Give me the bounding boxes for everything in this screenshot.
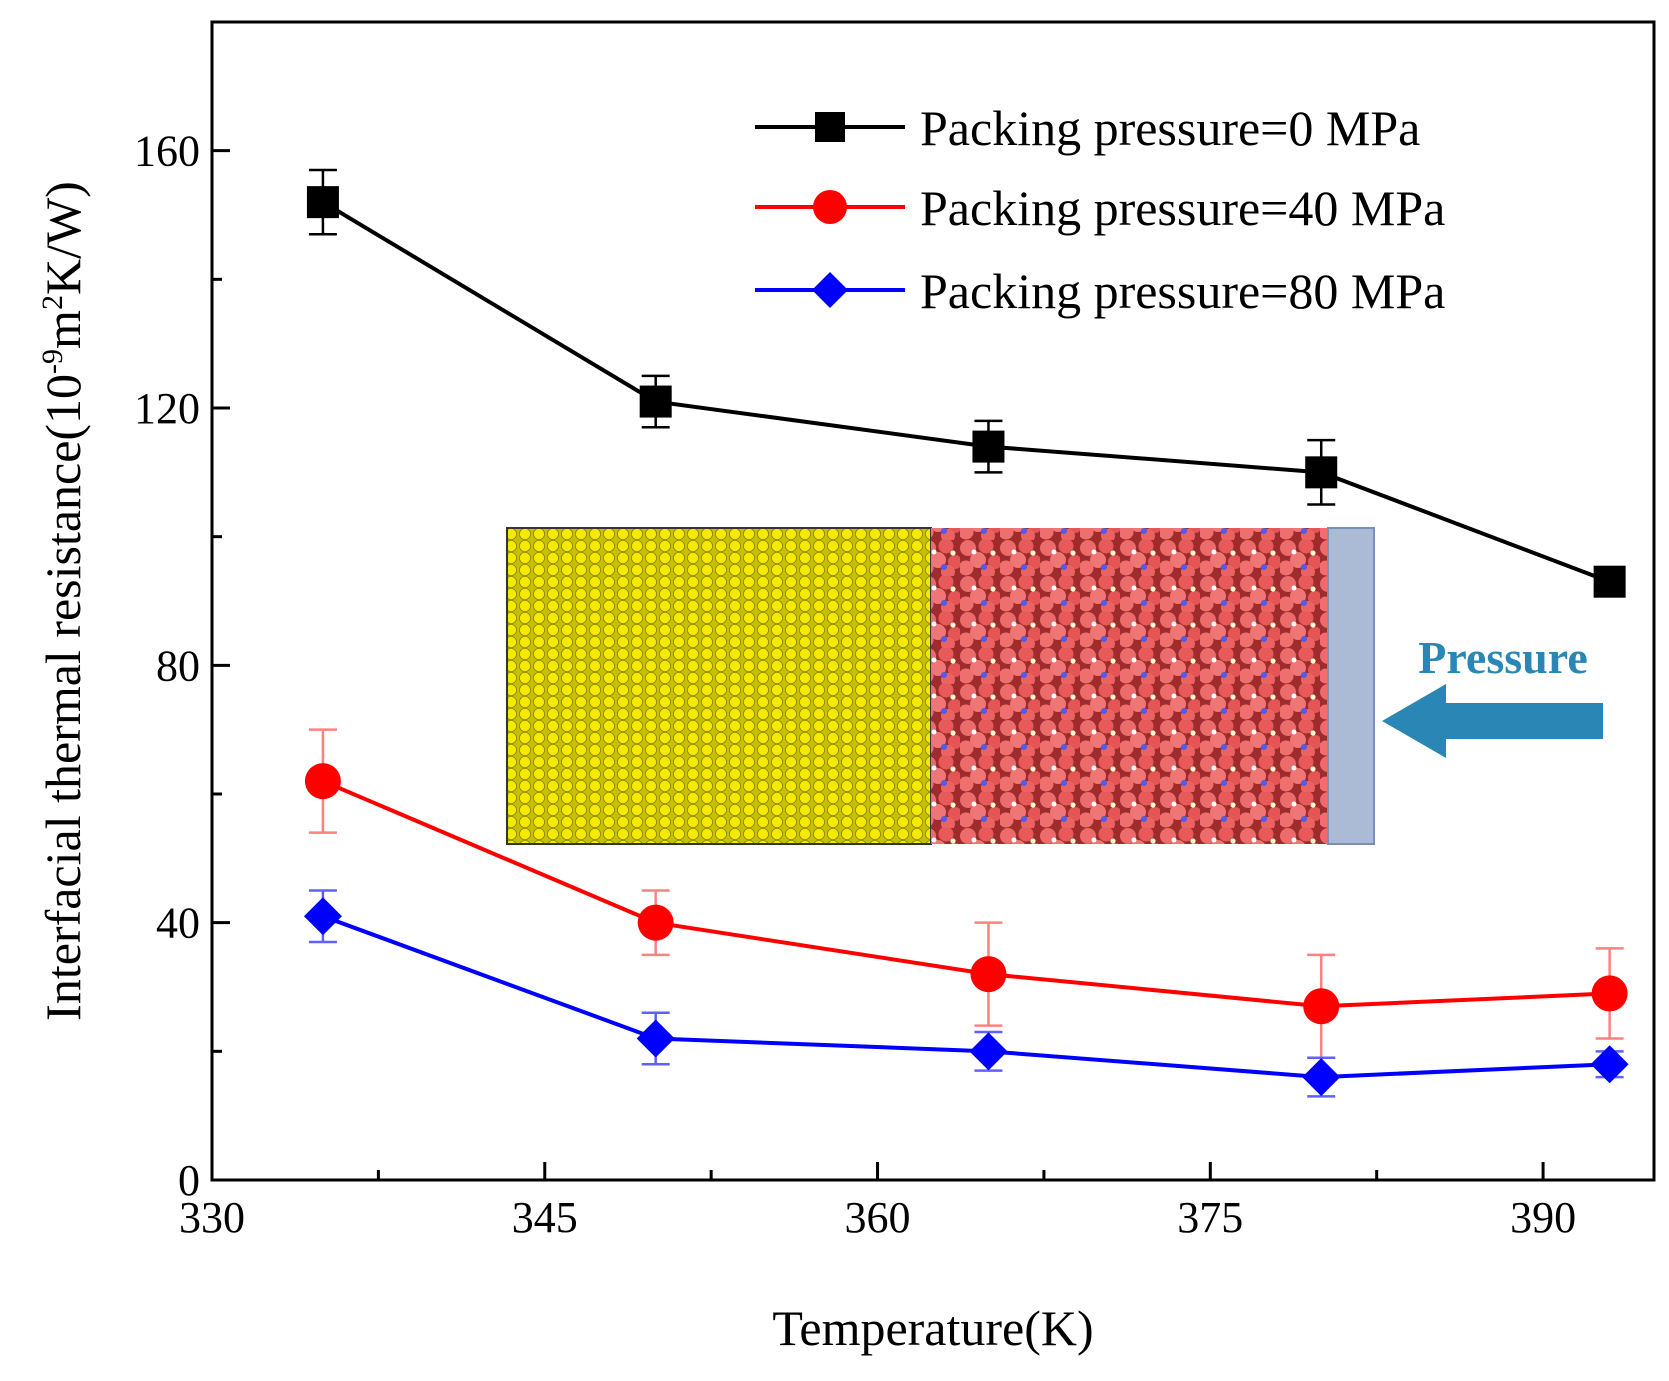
legend-marker-0 [815,112,845,142]
data-point [970,956,1007,993]
legend: Packing pressure=0 MPa Packing pressure=… [755,100,1445,319]
y-tick-label: 40 [156,899,200,948]
pressure-label: Pressure [1418,632,1588,683]
polymer-region [931,528,1328,844]
data-point [972,430,1005,463]
series-line-0 [321,200,1611,584]
metal-slab [506,527,932,845]
legend-label-1: Packing pressure=40 MPa [920,180,1445,236]
data-point [969,1032,1008,1071]
data-point [636,1019,675,1058]
series-layer [303,168,1629,1098]
data-point [1590,1045,1629,1084]
y-tick-label: 80 [156,641,200,690]
x-tick-label: 375 [1177,1193,1243,1242]
y-tick-label: 0 [178,1156,200,1205]
y-tick-label: 120 [134,384,200,433]
data-point [1305,456,1338,489]
y-axis-title: Interfacial thermal resistance(10-9m2K/W… [35,181,91,1021]
data-point [1303,988,1340,1025]
pressure-piston [1327,527,1375,845]
data-point [306,186,339,219]
data-point [639,385,672,418]
x-tick-label: 390 [1510,1193,1576,1242]
data-point [637,904,674,941]
legend-marker-1 [813,190,847,224]
plot-frame [210,20,1656,1182]
x-tick-label: 345 [512,1193,578,1242]
legend-label-0: Packing pressure=0 MPa [920,100,1420,156]
y-tick-label: 160 [134,127,200,176]
legend-label-2: Packing pressure=80 MPa [920,263,1445,319]
y-axis-title-end: K/W) [35,181,91,295]
y-axis-title-mid: m [35,310,91,349]
x-axis-title: Temperature(K) [772,1300,1093,1356]
series-2 [303,889,1629,1098]
md-snapshot-inset: Pressure [506,527,1603,845]
x-tick-label: 360 [845,1193,911,1242]
y-axis-title-sup1: -9 [36,349,69,374]
axis-tick-labels: 330 345 360 375 390 0 40 80 120 160 [134,127,1576,1242]
legend-marker-2 [812,272,848,308]
data-point [304,763,341,800]
series-1 [304,728,1628,1060]
y-axis-title-sup2: 2 [36,295,69,310]
pressure-arrow-icon [1382,684,1603,758]
data-point [1591,975,1628,1012]
series-0 [306,168,1626,598]
x-tick-label: 330 [179,1193,245,1242]
series-line-2 [322,914,1610,1080]
axis-ticks [210,149,1545,1182]
data-point [303,897,342,936]
y-axis-title-main: Interfacial thermal resistance(10 [35,374,91,1021]
data-point [1302,1058,1341,1097]
data-point [1593,565,1626,598]
